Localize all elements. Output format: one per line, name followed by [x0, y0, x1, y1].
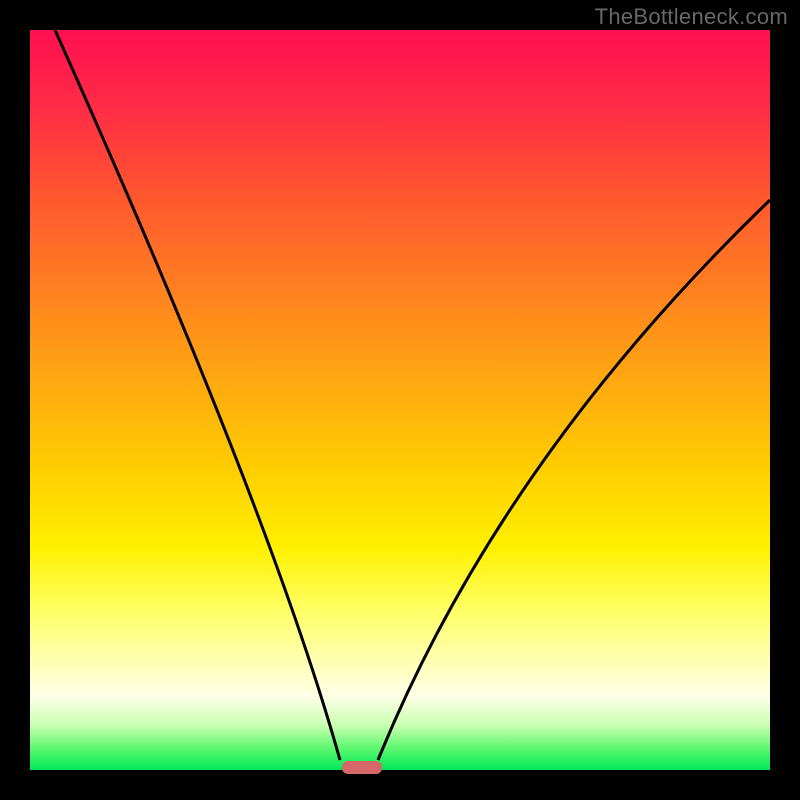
- bottleneck-chart: [0, 0, 800, 800]
- plot-background: [30, 30, 770, 770]
- chart-container: TheBottleneck.com: [0, 0, 800, 800]
- watermark-label: TheBottleneck.com: [595, 4, 788, 30]
- bottleneck-marker: [342, 761, 382, 774]
